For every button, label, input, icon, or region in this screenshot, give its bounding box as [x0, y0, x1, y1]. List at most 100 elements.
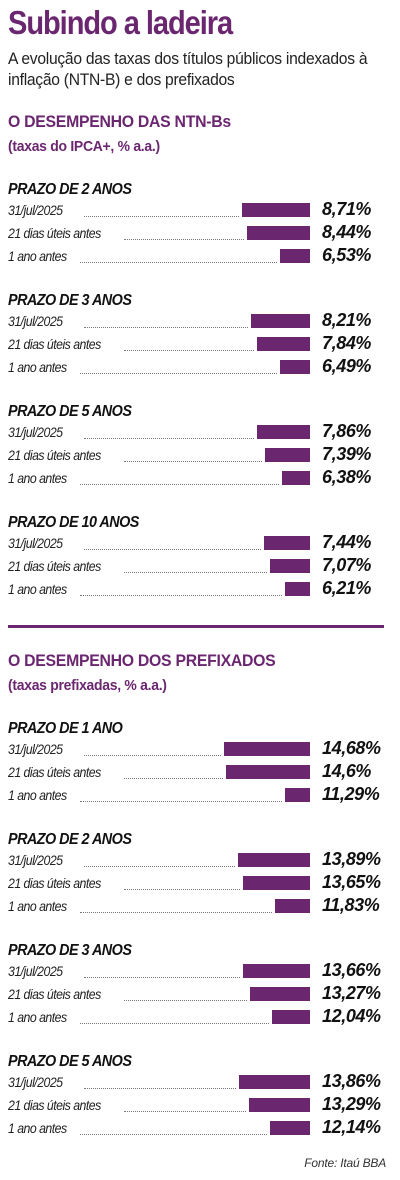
- row-label: 1 ano antes: [8, 898, 67, 914]
- bar: [238, 1075, 310, 1089]
- value-label: 13,29%: [322, 1094, 381, 1114]
- bar: [285, 788, 310, 802]
- chart-subtitle: A evolução das taxas dos títulos público…: [8, 49, 368, 89]
- leader-dots: [84, 438, 254, 439]
- bar: [256, 425, 310, 439]
- row-label: 21 dias úteis antes: [8, 336, 101, 352]
- leader-dots: [84, 549, 261, 550]
- value-label: 13,65%: [322, 872, 381, 892]
- leader-dots: [80, 595, 282, 596]
- leader-dots: [124, 1111, 247, 1112]
- leader-dots: [80, 484, 280, 485]
- value-label: 12,04%: [322, 1006, 381, 1026]
- row-label: 1 ano antes: [8, 1120, 67, 1136]
- group-title: PRAZO DE 5 ANOS: [8, 403, 132, 420]
- row-label: 21 dias úteis antes: [8, 225, 101, 241]
- leader-dots: [84, 977, 240, 978]
- group-title: PRAZO DE 3 ANOS: [8, 292, 132, 309]
- bar: [249, 1098, 310, 1112]
- leader-dots: [84, 327, 248, 328]
- bar: [264, 448, 310, 462]
- row-label: 31/jul/2025: [8, 852, 63, 868]
- leader-dots: [124, 239, 244, 240]
- leader-dots: [84, 866, 236, 867]
- row-label: 31/jul/2025: [8, 963, 63, 979]
- row-label: 21 dias úteis antes: [8, 764, 101, 780]
- leader-dots: [80, 373, 278, 374]
- bar: [279, 249, 310, 263]
- value-label: 7,84%: [322, 333, 372, 353]
- section-title: O DESEMPENHO DOS PREFIXADOS: [8, 651, 276, 670]
- bar: [250, 314, 310, 328]
- bar: [282, 471, 310, 485]
- value-label: 7,44%: [322, 532, 372, 552]
- row-label: 21 dias úteis antes: [8, 986, 101, 1002]
- bar: [270, 559, 310, 573]
- bar: [242, 203, 310, 217]
- value-label: 6,49%: [322, 356, 372, 376]
- leader-dots: [124, 778, 223, 779]
- bar: [224, 742, 310, 756]
- leader-dots: [124, 889, 240, 890]
- bar: [238, 853, 310, 867]
- leader-dots: [80, 262, 277, 263]
- leader-dots: [84, 755, 222, 756]
- bar: [285, 582, 310, 596]
- leader-dots: [124, 461, 262, 462]
- value-label: 14,68%: [322, 738, 381, 758]
- group-title: PRAZO DE 10 ANOS: [8, 514, 139, 531]
- value-label: 7,86%: [322, 421, 372, 441]
- bar: [246, 226, 310, 240]
- bar: [242, 876, 310, 890]
- row-label: 31/jul/2025: [8, 313, 63, 329]
- bar: [280, 360, 310, 374]
- row-label: 31/jul/2025: [8, 741, 63, 757]
- leader-dots: [84, 216, 240, 217]
- bar: [225, 765, 310, 779]
- row-label: 1 ano antes: [8, 787, 67, 803]
- value-label: 13,27%: [322, 983, 381, 1003]
- row-label: 31/jul/2025: [8, 202, 63, 218]
- value-label: 8,44%: [322, 222, 372, 242]
- value-label: 13,86%: [322, 1071, 381, 1091]
- row-label: 21 dias úteis antes: [8, 875, 101, 891]
- bar: [249, 987, 310, 1001]
- row-label: 1 ano antes: [8, 248, 67, 264]
- value-label: 12,14%: [322, 1117, 381, 1137]
- row-label: 31/jul/2025: [8, 535, 63, 551]
- row-label: 1 ano antes: [8, 581, 67, 597]
- value-label: 11,83%: [322, 895, 380, 915]
- value-label: 8,71%: [322, 199, 372, 219]
- value-label: 8,21%: [322, 310, 372, 330]
- value-label: 7,39%: [322, 444, 372, 464]
- source-note: Fonte: Itaú BBA: [304, 1156, 386, 1170]
- row-label: 1 ano antes: [8, 470, 67, 486]
- row-label: 31/jul/2025: [8, 424, 63, 440]
- leader-dots: [80, 801, 282, 802]
- chart-title: Subindo a ladeira: [8, 4, 233, 41]
- row-label: 21 dias úteis antes: [8, 1097, 101, 1113]
- value-label: 11,29%: [322, 784, 380, 804]
- leader-dots: [84, 1088, 236, 1089]
- row-label: 21 dias úteis antes: [8, 447, 101, 463]
- bar: [263, 536, 310, 550]
- row-label: 21 dias úteis antes: [8, 558, 101, 574]
- bar: [275, 899, 310, 913]
- section-divider: [8, 625, 384, 628]
- value-label: 6,21%: [322, 578, 372, 598]
- value-label: 14,6%: [322, 761, 372, 781]
- value-label: 13,66%: [322, 960, 381, 980]
- leader-dots: [80, 1023, 269, 1024]
- group-title: PRAZO DE 2 ANOS: [8, 831, 132, 848]
- group-title: PRAZO DE 3 ANOS: [8, 942, 132, 959]
- group-title: PRAZO DE 2 ANOS: [8, 181, 132, 198]
- row-label: 31/jul/2025: [8, 1074, 63, 1090]
- value-label: 6,38%: [322, 467, 372, 487]
- value-label: 7,07%: [322, 555, 372, 575]
- bar: [269, 1121, 310, 1135]
- leader-dots: [80, 1134, 267, 1135]
- value-label: 6,53%: [322, 245, 372, 265]
- row-label: 1 ano antes: [8, 1009, 67, 1025]
- leader-dots: [124, 572, 268, 573]
- leader-dots: [124, 350, 255, 351]
